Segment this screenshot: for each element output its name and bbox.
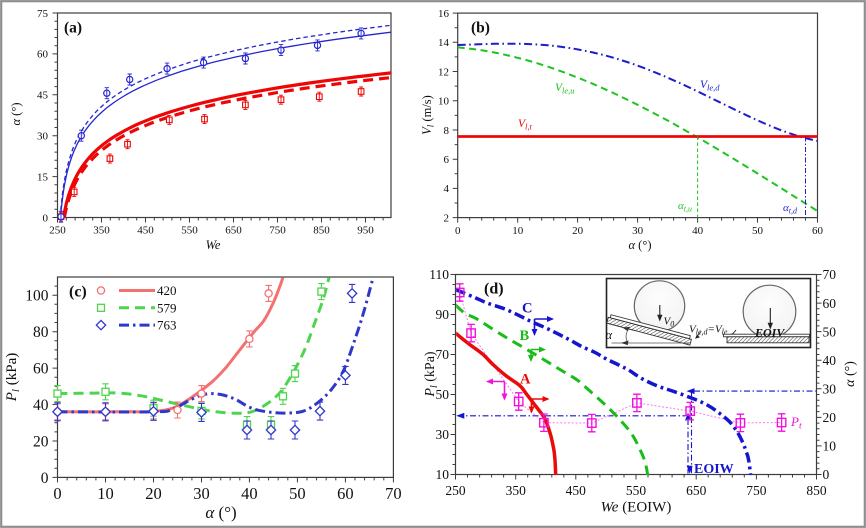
- svg-text:579: 579: [157, 300, 177, 315]
- svg-text:Vl (m/s): Vl (m/s): [420, 95, 436, 135]
- svg-text:60: 60: [823, 296, 837, 311]
- svg-text:40: 40: [241, 484, 258, 503]
- svg-text:0: 0: [43, 212, 49, 224]
- svg-text:10: 10: [436, 467, 450, 482]
- svg-text:750: 750: [269, 225, 286, 237]
- svg-text:30: 30: [632, 225, 644, 237]
- svg-text:60: 60: [37, 49, 49, 61]
- svg-text:30: 30: [37, 131, 49, 143]
- svg-text:0: 0: [53, 484, 61, 503]
- svg-text:B: B: [520, 328, 530, 344]
- svg-text:EOIV: EOIV: [754, 326, 785, 340]
- svg-text:550: 550: [181, 225, 198, 237]
- svg-text:950: 950: [357, 225, 374, 237]
- svg-text:50: 50: [436, 387, 450, 402]
- svg-text:10: 10: [97, 484, 114, 503]
- svg-text:650: 650: [686, 483, 707, 498]
- svg-text:75: 75: [37, 8, 49, 20]
- svg-text:750: 750: [746, 483, 767, 498]
- svg-text:V0: V0: [664, 316, 675, 329]
- svg-text:40: 40: [33, 397, 49, 414]
- svg-text:20: 20: [572, 225, 584, 237]
- svg-text:60: 60: [33, 361, 49, 378]
- svg-text:We (EOIW): We (EOIW): [601, 500, 672, 516]
- svg-text:40: 40: [692, 225, 704, 237]
- svg-text:45: 45: [37, 90, 49, 102]
- svg-text:EOIW: EOIW: [694, 462, 734, 477]
- svg-text:Vle,d: Vle,d: [700, 79, 720, 93]
- svg-text:α: α: [606, 328, 613, 342]
- svg-text:450: 450: [137, 225, 154, 237]
- svg-text:20: 20: [33, 433, 49, 450]
- svg-text:70: 70: [436, 347, 450, 362]
- svg-text:420: 420: [157, 283, 177, 298]
- svg-text:8: 8: [444, 125, 450, 137]
- svg-text:80: 80: [33, 324, 49, 341]
- svg-text:850: 850: [806, 483, 827, 498]
- svg-text:450: 450: [566, 483, 587, 498]
- svg-text:Pt: Pt: [790, 414, 802, 432]
- svg-text:70: 70: [823, 267, 837, 282]
- svg-text:50: 50: [752, 225, 764, 237]
- svg-text:14: 14: [438, 37, 450, 49]
- svg-text:60: 60: [337, 484, 354, 503]
- svg-text:(d): (d): [484, 281, 504, 298]
- svg-text:α (°): α (°): [628, 238, 651, 252]
- svg-text:250: 250: [49, 225, 66, 237]
- svg-text:250: 250: [445, 483, 466, 498]
- svg-text:70: 70: [385, 484, 402, 503]
- svg-text:350: 350: [506, 483, 527, 498]
- svg-text:16: 16: [438, 8, 450, 20]
- svg-text:0: 0: [823, 467, 830, 482]
- svg-text:2: 2: [444, 212, 450, 224]
- svg-text:650: 650: [225, 225, 242, 237]
- svg-text:30: 30: [436, 427, 450, 442]
- svg-text:50: 50: [823, 324, 837, 339]
- svg-text:C: C: [522, 301, 532, 317]
- svg-text:α (°): α (°): [843, 361, 858, 387]
- svg-text:Pl (kPa): Pl (kPa): [423, 351, 440, 398]
- svg-text:Vle,d=Vle: Vle,d=Vle: [689, 324, 728, 337]
- svg-text:Pl (kPa): Pl (kPa): [4, 353, 22, 402]
- svg-text:763: 763: [157, 318, 177, 333]
- svg-text:100: 100: [25, 288, 49, 305]
- svg-text:Vl,t: Vl,t: [518, 118, 533, 132]
- svg-text:60: 60: [812, 225, 824, 237]
- svg-text:850: 850: [313, 225, 330, 237]
- svg-text:30: 30: [193, 484, 210, 503]
- svg-text:20: 20: [145, 484, 162, 503]
- svg-text:(b): (b): [471, 20, 490, 37]
- svg-text:550: 550: [626, 483, 647, 498]
- svg-text:0: 0: [455, 225, 461, 237]
- svg-text:(a): (a): [64, 20, 82, 37]
- svg-text:15: 15: [37, 171, 49, 183]
- svg-text:10: 10: [823, 439, 837, 454]
- svg-text:A: A: [520, 372, 531, 388]
- svg-text:0: 0: [41, 470, 49, 487]
- svg-text:350: 350: [93, 225, 110, 237]
- svg-text:40: 40: [823, 353, 837, 368]
- svg-text:50: 50: [289, 484, 306, 503]
- svg-text:Vle,u: Vle,u: [555, 82, 575, 96]
- svg-text:30: 30: [823, 382, 837, 397]
- svg-text:10: 10: [438, 96, 450, 108]
- svg-text:4: 4: [444, 183, 450, 195]
- svg-text:12: 12: [438, 66, 449, 78]
- svg-text:6: 6: [444, 154, 450, 166]
- svg-text:(c): (c): [69, 284, 87, 301]
- svg-text:10: 10: [512, 225, 524, 237]
- svg-text:20: 20: [823, 410, 837, 425]
- svg-text:α (°): α (°): [9, 102, 23, 125]
- svg-text:We: We: [206, 238, 221, 252]
- svg-text:90: 90: [436, 307, 450, 322]
- svg-text:110: 110: [429, 267, 449, 282]
- svg-text:α (°): α (°): [205, 503, 236, 522]
